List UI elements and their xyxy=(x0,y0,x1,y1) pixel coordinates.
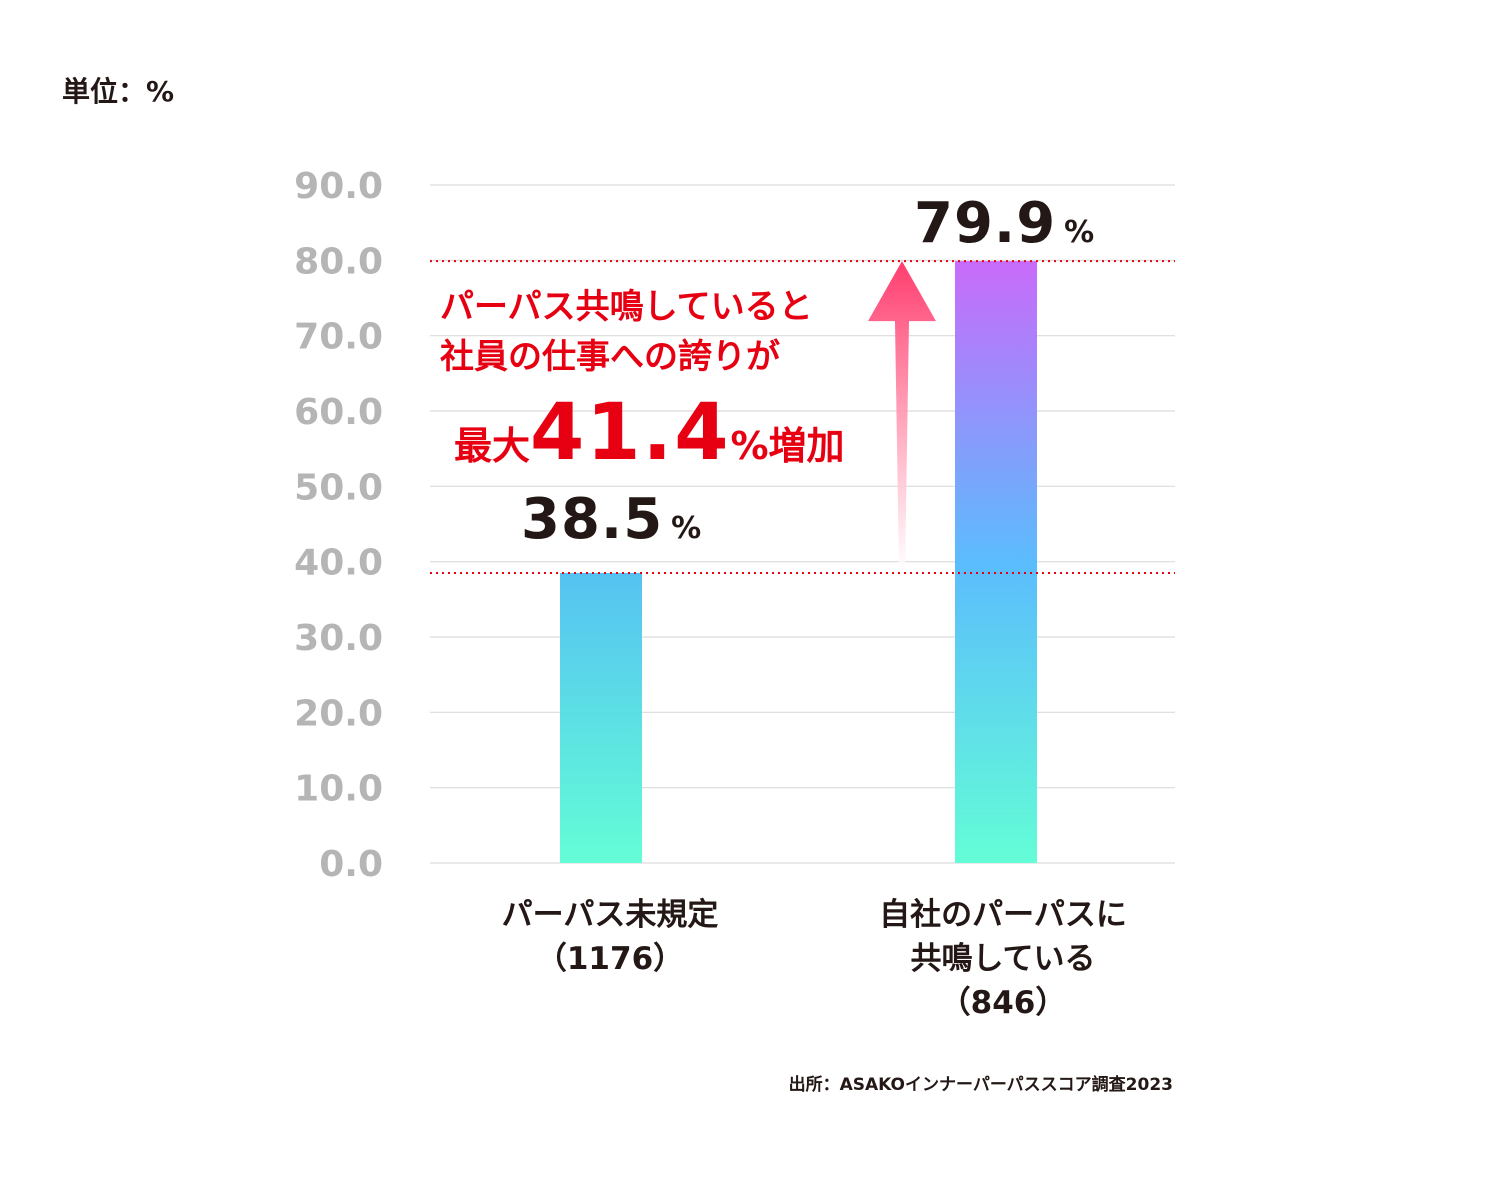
y-tick-label: 0.0 xyxy=(319,844,383,885)
bar-value-label: 79.9% xyxy=(914,191,1095,257)
callout-prefix: 最大 xyxy=(454,424,531,468)
callout-line-3: 最大41.4%増加 xyxy=(454,388,845,478)
increase-arrow xyxy=(868,261,936,571)
callout-value: 41.4 xyxy=(530,388,731,478)
y-tick-label: 60.0 xyxy=(294,392,383,433)
callout-pct: % xyxy=(730,424,769,468)
callout-line-2: 社員の仕事への誇りが xyxy=(440,337,780,377)
bar-value-label: 38.5% xyxy=(521,486,702,552)
source-note: 出所：ASAKOインナーパーパススコア調査2023 xyxy=(788,1075,1173,1095)
callout-suffix: 増加 xyxy=(768,424,845,468)
y-tick-label: 50.0 xyxy=(294,467,383,508)
y-tick-label: 90.0 xyxy=(294,166,383,207)
unit-label: 単位：% xyxy=(62,75,175,108)
y-tick-label: 40.0 xyxy=(294,543,383,584)
category-label: 自社のパーパスに 共鳴している （846） xyxy=(879,897,1127,1021)
bar xyxy=(560,572,642,863)
callout-line-1: パーパス共鳴していると xyxy=(440,287,813,327)
y-tick-label: 30.0 xyxy=(294,618,383,659)
y-tick-label: 10.0 xyxy=(294,769,383,810)
y-tick-label: 70.0 xyxy=(294,317,383,358)
callout-annotation: パーパス共鳴していると 社員の仕事への誇りが 最大41.4%増加 xyxy=(440,282,845,478)
y-tick-label: 80.0 xyxy=(294,241,383,282)
bar xyxy=(955,261,1037,863)
y-tick-label: 20.0 xyxy=(294,693,383,734)
category-label: パーパス未規定 （1176） xyxy=(501,897,719,977)
